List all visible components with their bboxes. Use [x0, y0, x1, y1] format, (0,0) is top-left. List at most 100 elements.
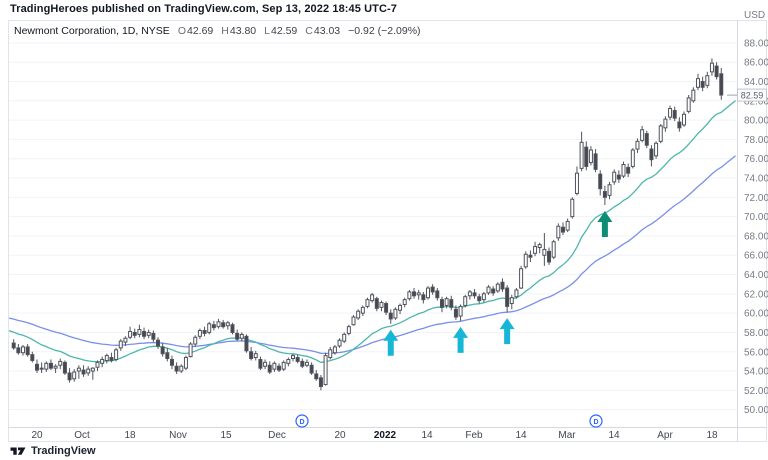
candle [291, 353, 295, 362]
candle [430, 284, 435, 295]
price-tick-label: 62.00 [744, 289, 768, 300]
candle [221, 319, 226, 329]
candle [458, 304, 463, 321]
candle [584, 141, 589, 171]
tradingview-logo-icon [10, 447, 26, 455]
candle [537, 242, 542, 254]
tradingview-attribution[interactable]: TradingView [10, 444, 96, 458]
candle [342, 332, 347, 344]
candle [570, 197, 575, 219]
candle [104, 353, 109, 364]
candle [207, 321, 212, 335]
candle [211, 320, 216, 331]
candle [216, 318, 221, 329]
dividend-marker[interactable]: D [589, 414, 603, 428]
candle [118, 339, 123, 351]
price-tick-label: 88.00 [744, 38, 768, 49]
ohlc-label: L [264, 25, 270, 37]
candle [644, 130, 649, 149]
candle [286, 357, 291, 367]
candle [114, 347, 119, 362]
candle [188, 342, 193, 358]
time-tick-label: Nov [169, 430, 187, 441]
candle [621, 161, 626, 179]
price-tick-label: 80.00 [744, 116, 768, 127]
chart-borders [8, 20, 767, 442]
candle [314, 370, 319, 381]
candle [449, 295, 454, 311]
candle [123, 336, 128, 346]
publisher-header: TradingHeroes published on TradingView.c… [10, 3, 398, 15]
time-tick-label: 14 [515, 430, 527, 441]
buy-signal-arrow [383, 329, 399, 356]
candle [565, 218, 570, 233]
candle [72, 369, 77, 382]
candle [602, 185, 607, 206]
price-axis[interactable]: USD 50.00 52.00 54.00 56.00 58.00 60.00 62.00 64… [727, 10, 768, 416]
candle [30, 351, 35, 363]
candle [444, 296, 449, 309]
candle [128, 326, 133, 340]
candle [519, 265, 524, 290]
candle [407, 289, 412, 301]
candle [477, 293, 482, 304]
candle [90, 367, 95, 380]
time-tick-label: Apr [657, 430, 673, 441]
candle [146, 329, 151, 339]
dividend-marker[interactable]: D [295, 414, 309, 428]
candle [39, 362, 44, 373]
candle [486, 285, 491, 295]
candle [658, 123, 663, 144]
candle [528, 250, 533, 262]
price-tick-label: 74.00 [744, 174, 768, 185]
time-tick-label: 18 [124, 430, 136, 441]
ohlc-label: O [177, 25, 186, 37]
price-tick-label: 54.00 [744, 367, 768, 378]
candle [514, 288, 519, 299]
candle [635, 138, 640, 153]
candle [574, 166, 579, 196]
candle [337, 338, 342, 348]
candle [598, 170, 603, 196]
candle [300, 358, 305, 369]
candle [453, 305, 458, 320]
price-tick-label: 50.00 [744, 405, 768, 416]
time-axis[interactable]: 20 Oct 18 Nov 15 Dec 20 2022 14 Feb 14 Mar 14 Apr 18 D D [31, 414, 718, 441]
candle [719, 67, 724, 100]
candle [672, 106, 677, 122]
candle [560, 222, 565, 235]
candle [379, 300, 384, 312]
candle [402, 297, 407, 308]
candle [700, 76, 705, 92]
candle [654, 141, 659, 159]
candle [616, 170, 621, 183]
svg-text:82.59: 82.59 [741, 91, 764, 101]
ohlc-value: 43.03 [313, 25, 341, 37]
candle [472, 289, 477, 299]
price-tick-label: 78.00 [744, 135, 768, 146]
candle [258, 356, 263, 371]
candle [249, 346, 254, 361]
candle [165, 347, 170, 362]
candle [253, 350, 258, 361]
candle [244, 334, 249, 353]
ohlc-high: H43.80 [221, 25, 256, 37]
ohlc-value: 42.59 [271, 25, 298, 37]
candle [332, 344, 337, 355]
candle [53, 364, 58, 373]
ohlc-open: O42.69 [178, 25, 213, 37]
price-change: −0.92 (−2.09%) [348, 25, 421, 37]
candles-series [11, 58, 724, 391]
candle [142, 327, 147, 340]
price-tick-label: 64.00 [744, 270, 768, 281]
candle [579, 131, 584, 172]
price-tick-label: 58.00 [744, 328, 768, 339]
candle [239, 332, 244, 342]
candle [495, 282, 500, 293]
candle [267, 361, 272, 374]
symbol-title[interactable]: Newmont Corporation, 1D, NYSE [14, 25, 170, 37]
candle [295, 354, 300, 364]
candle [225, 320, 230, 330]
ohlc-label: C [305, 25, 313, 37]
candle [388, 309, 393, 324]
